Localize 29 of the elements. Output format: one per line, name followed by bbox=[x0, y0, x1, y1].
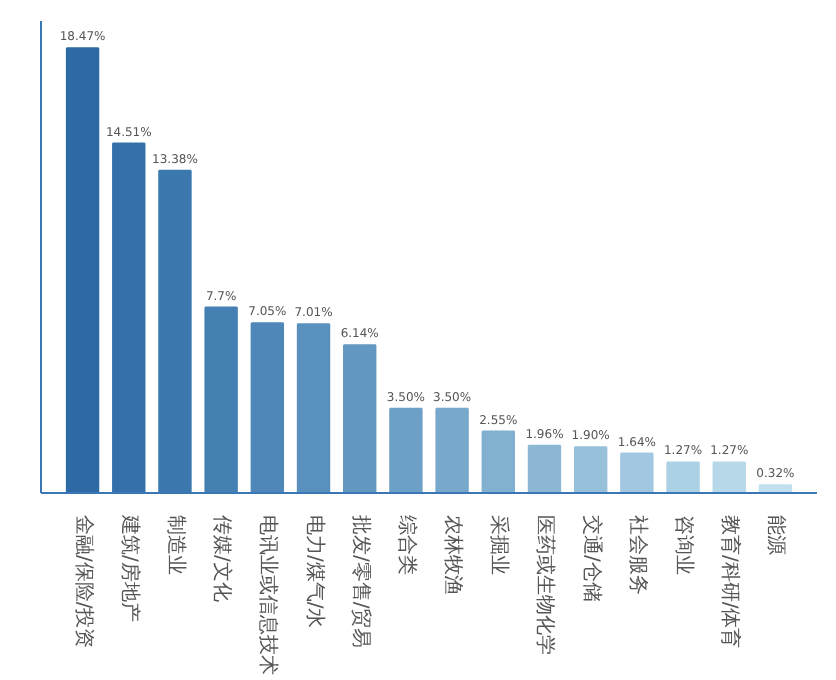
bar bbox=[296, 323, 331, 493]
bar bbox=[666, 461, 700, 493]
x-tick-label: 制造业 bbox=[163, 515, 188, 575]
x-tick-label: 批发/零售/贸易 bbox=[348, 515, 373, 649]
x-tick-label: 社会服务 bbox=[625, 515, 650, 595]
x-tick-label: 医药或生物化学 bbox=[533, 515, 558, 655]
bar bbox=[573, 446, 608, 493]
bar bbox=[389, 407, 423, 493]
bar bbox=[343, 344, 377, 493]
bar bbox=[620, 452, 654, 493]
bar bbox=[481, 430, 515, 493]
x-tick-label: 农林牧渔 bbox=[441, 515, 466, 595]
bar bbox=[250, 322, 285, 493]
x-tick-label: 电力/煤气/水 bbox=[302, 515, 327, 629]
x-tick-label: 建筑/房地产 bbox=[117, 513, 142, 622]
x-tick-label: 交通/仓储 bbox=[579, 515, 604, 602]
x-tick-label: 教育/科研/体育 bbox=[718, 515, 743, 649]
x-tick-label: 采掘业 bbox=[487, 515, 512, 575]
x-tick-label: 综合类 bbox=[394, 515, 419, 575]
bar bbox=[712, 461, 746, 493]
bar bbox=[435, 407, 469, 493]
bar bbox=[527, 444, 562, 493]
bar bbox=[758, 484, 793, 493]
x-tick-label: 咨询业 bbox=[672, 515, 697, 575]
x-tick-label: 电讯业或信息技术 bbox=[256, 515, 281, 675]
x-tick-label: 金融/保险/投资 bbox=[71, 515, 96, 649]
bar bbox=[65, 47, 100, 493]
x-tick-label: 传媒/文化 bbox=[210, 515, 235, 602]
x-tick-label: 能源 bbox=[764, 515, 789, 555]
